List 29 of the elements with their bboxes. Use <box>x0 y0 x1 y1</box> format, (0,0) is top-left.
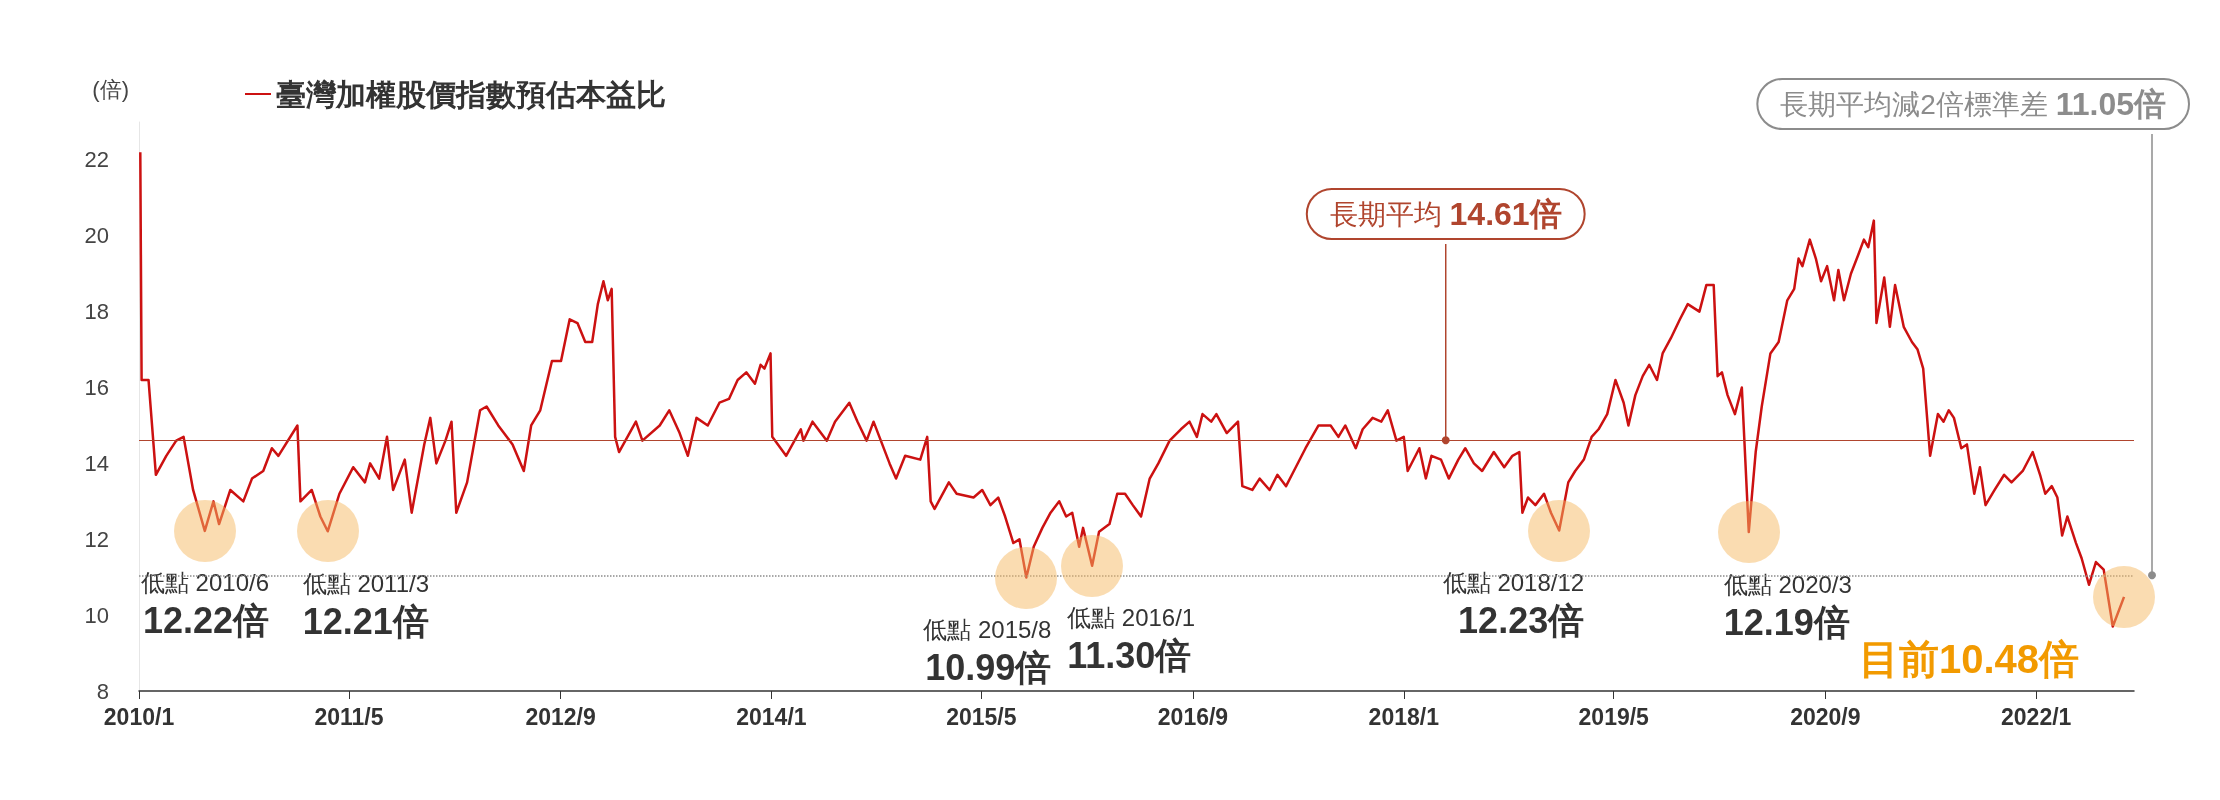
ref-line-label: 長期平均 14.61倍 <box>1329 196 1562 232</box>
x-tick-label: 2014/1 <box>736 703 807 730</box>
annotation: 低點 2016/1 11.30倍 <box>1067 604 1196 677</box>
annotation: 低點 2015/8 10.99倍 <box>923 616 1052 689</box>
legend-label: 臺灣加權股價指數預估本益比 <box>276 77 666 111</box>
x-tick-label: 2018/1 <box>1368 703 1440 730</box>
x-tick-label: 2019/5 <box>1578 703 1650 730</box>
x-tick-label: 2020/9 <box>1790 703 1861 730</box>
ref-line-label: 長期平均減2倍標準差 11.05倍 <box>1780 86 2166 122</box>
y-axis-title: (倍) <box>92 76 129 102</box>
annotation: 目前10.48倍 <box>1858 636 2080 681</box>
annotation: 低點 2010/6 12.22倍 <box>140 569 269 642</box>
x-tick-label: 2012/9 <box>525 703 596 730</box>
x-tick-label: 2015/5 <box>946 703 1017 730</box>
y-tick-label: 8 <box>96 678 109 704</box>
y-tick-label: 18 <box>84 299 109 325</box>
x-tick-label: 2016/9 <box>1157 703 1229 730</box>
y-tick-label: 10 <box>84 602 109 628</box>
annotation: 低點 2018/12 12.23倍 <box>1442 569 1585 642</box>
x-tick-label: 2022/1 <box>2001 703 2072 730</box>
y-tick-label: 16 <box>84 375 109 401</box>
y-tick-label: 12 <box>84 526 109 552</box>
annotation: 低點 2011/3 12.21倍 <box>302 569 430 642</box>
y-tick-label: 22 <box>84 147 109 173</box>
x-tick-label: 2010/1 <box>103 703 175 730</box>
annotation: 低點 2020/3 12.19倍 <box>1723 570 1852 643</box>
y-tick-label: 20 <box>84 223 109 249</box>
y-tick-label: 14 <box>84 450 109 476</box>
x-tick-label: 2011/5 <box>314 703 384 730</box>
